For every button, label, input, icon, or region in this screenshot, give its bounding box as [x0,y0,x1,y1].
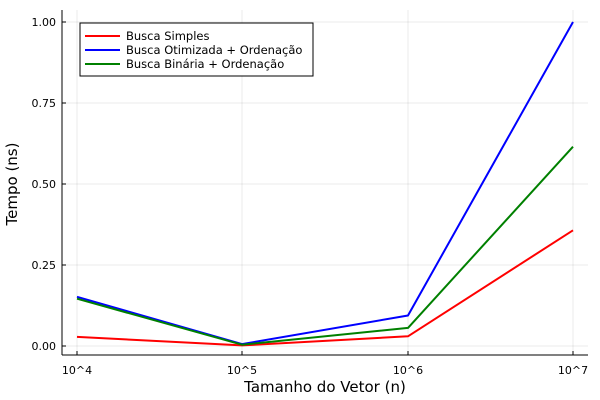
series-line-2 [76,21,574,346]
y-axis-label: Tempo (ns) [3,143,21,227]
series-line-3 [76,146,574,346]
legend-entry-label: Busca Binária + Ordenação [126,57,284,71]
x-tick-label: 10^4 [62,364,92,377]
legend-entry-label: Busca Otimizada + Ordenação [126,43,302,57]
series-line-1 [76,229,574,347]
axes [61,10,588,356]
x-tick-label: 10^6 [393,364,423,377]
series-lines [76,21,574,347]
legend-entry-label: Busca Simples [126,29,209,43]
y-tick-label: 0.50 [32,178,57,191]
tick-labels: 10^4 10^5 10^6 10^7 0.00 0.25 0.50 0.75 1.00 [32,16,589,377]
y-tick-label: 0.00 [32,340,57,353]
x-axis-label: Tamanho do Vetor (n) [243,378,406,396]
x-tick-label: 10^5 [227,364,257,377]
y-tick-label: 1.00 [32,16,57,29]
y-tick-label: 0.25 [32,259,57,272]
x-tick-label: 10^7 [558,364,588,377]
y-tick-label: 0.75 [32,97,57,110]
